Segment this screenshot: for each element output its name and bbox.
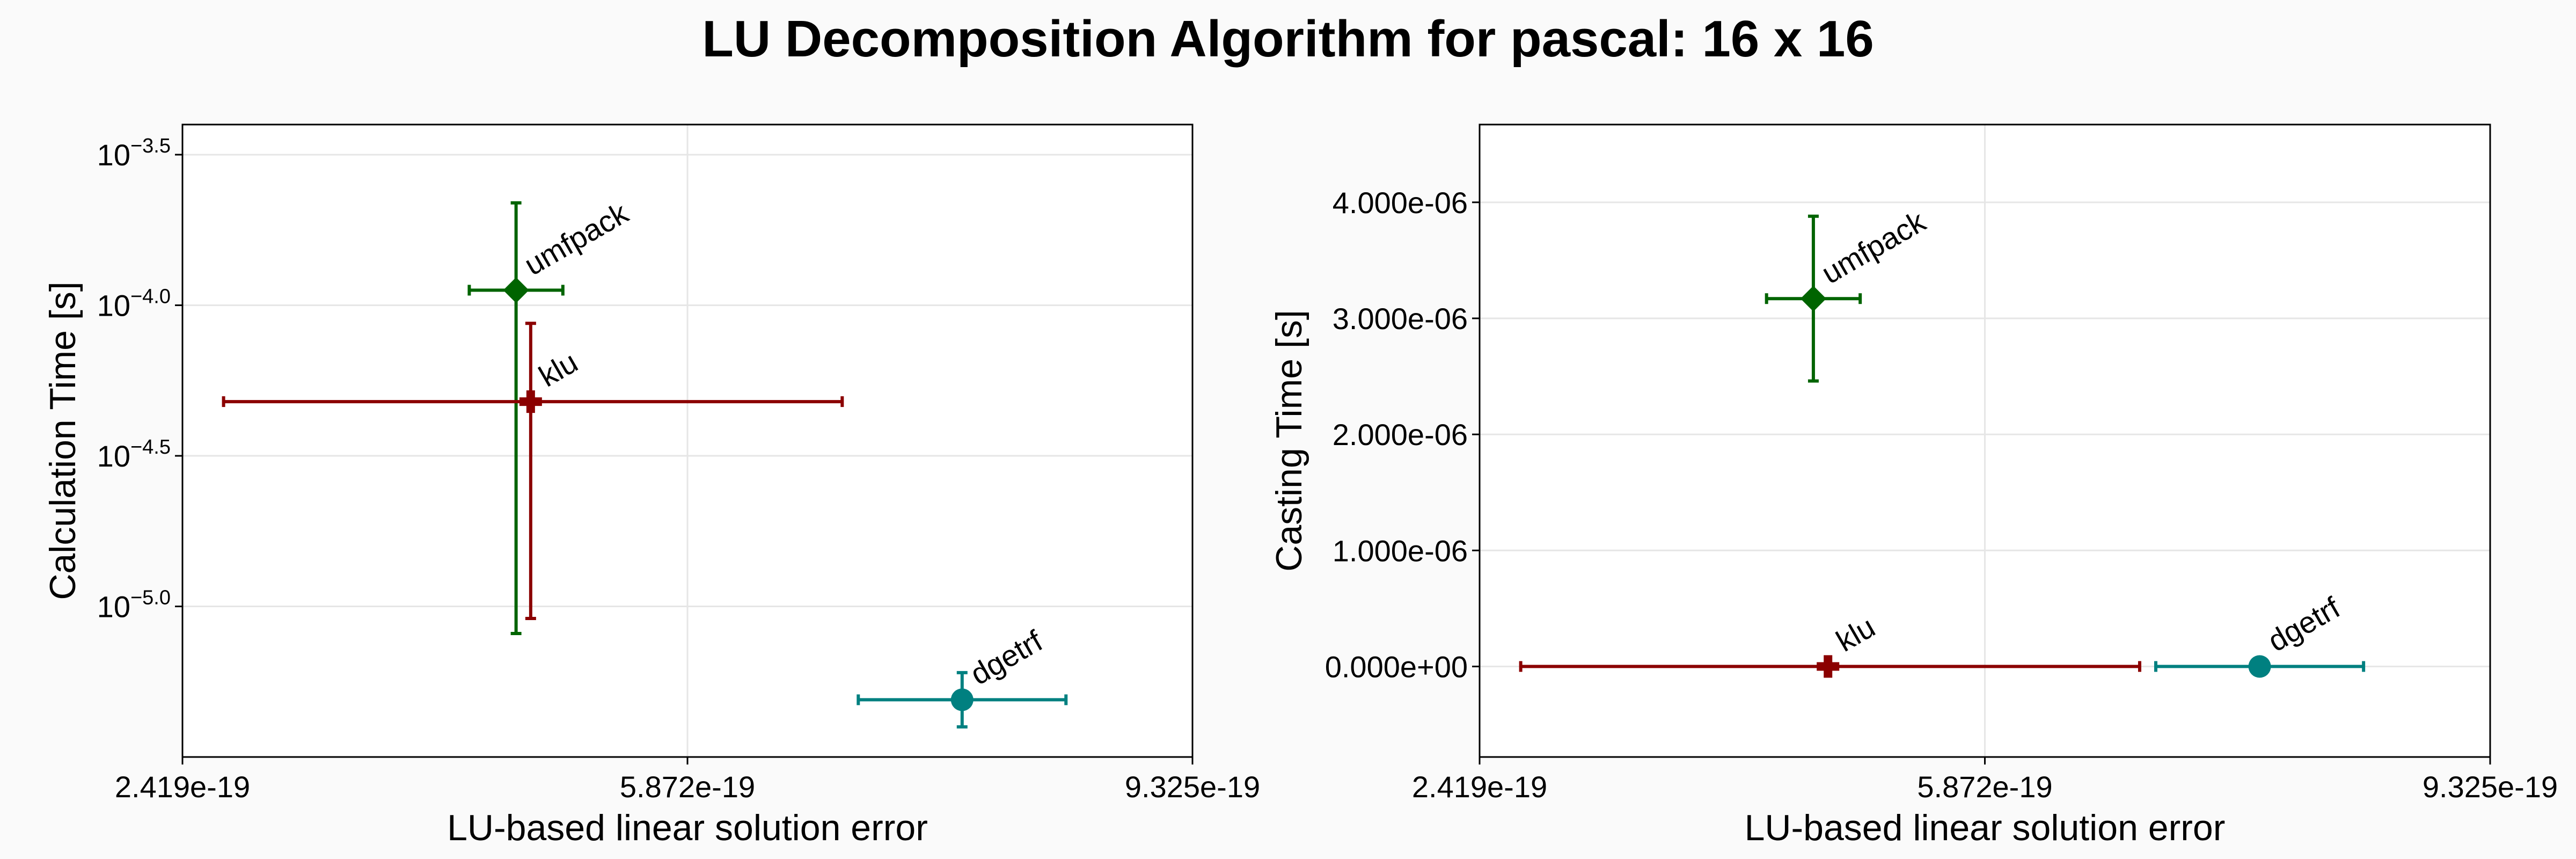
y-tick-label: 10−4.0 (97, 286, 171, 323)
x-tick-label: 5.872e-19 (620, 770, 755, 804)
x-tick-label: 5.872e-19 (1917, 770, 2052, 804)
casting-time-panel: 2.419e-19 5.872e-19 9.325e-19 0.000e+00 1.00… (1269, 123, 2558, 848)
x-tick-label: 2.419e-19 (1412, 770, 1547, 804)
y-tick-label: 10−3.5 (97, 135, 171, 172)
x-tick-label: 9.325e-19 (2423, 770, 2558, 804)
y-tick-label: 10−4.5 (97, 436, 171, 473)
calculation-time-panel: 2.419e-19 5.872e-19 9.325e-19 10−5.0 10−4.5 1… (42, 123, 1260, 848)
y-tick-label: 1.000e-06 (1333, 534, 1468, 567)
circle-marker (950, 688, 974, 711)
y-axis-label: Casting Time [s] (1269, 310, 1309, 572)
x-tick-label: 9.325e-19 (1125, 770, 1260, 804)
diamond-marker (503, 277, 529, 303)
x-axis-label: LU-based linear solution error (447, 807, 928, 848)
y-tick-label: 10−5.0 (97, 587, 171, 624)
y-tick-label: 2.000e-06 (1333, 418, 1468, 452)
diamond-marker (1800, 286, 1826, 312)
x-tick-label: 2.419e-19 (115, 770, 250, 804)
y-tick-label: 4.000e-06 (1333, 186, 1468, 220)
y-tick-label: 3.000e-06 (1333, 302, 1468, 336)
chart-title: LU Decomposition Algorithm for pascal: 1… (702, 10, 1874, 68)
cross-marker (519, 390, 542, 413)
x-axis-label: LU-based linear solution error (1745, 807, 2226, 848)
y-tick-label: 0.000e+00 (1325, 650, 1468, 683)
cross-marker (1817, 655, 1840, 678)
y-axis-label: Calculation Time [s] (42, 281, 83, 600)
circle-marker (2248, 655, 2271, 678)
